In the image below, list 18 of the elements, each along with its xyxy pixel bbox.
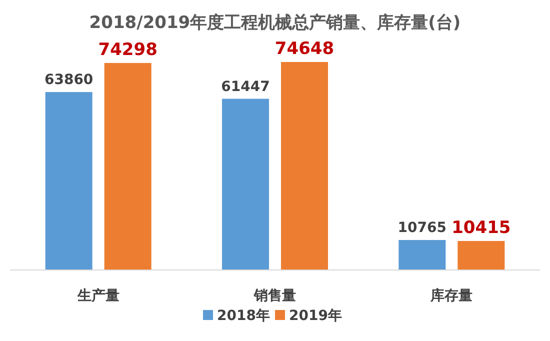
x-tick-label: 销售量 bbox=[253, 288, 296, 304]
data-label: 74648 bbox=[274, 39, 334, 59]
data-label: 10765 bbox=[398, 220, 447, 236]
bar bbox=[281, 62, 328, 270]
x-tick-label: 生产量 bbox=[76, 287, 120, 304]
data-label: 61447 bbox=[221, 78, 270, 95]
legend-label: 2018年 bbox=[217, 308, 270, 324]
legend-label: 2019年 bbox=[289, 308, 342, 324]
bar bbox=[222, 98, 269, 270]
bar bbox=[45, 92, 92, 270]
data-label: 74298 bbox=[98, 40, 158, 60]
data-label: 63860 bbox=[44, 72, 94, 88]
data-label: 10415 bbox=[452, 218, 511, 238]
bar bbox=[104, 62, 152, 270]
bar bbox=[458, 240, 505, 270]
x-tick-label: 库存量 bbox=[430, 287, 473, 304]
chart-title: 2018/2019年度工程机械总产销量、库存量(台) bbox=[89, 13, 461, 33]
bar bbox=[398, 240, 446, 270]
